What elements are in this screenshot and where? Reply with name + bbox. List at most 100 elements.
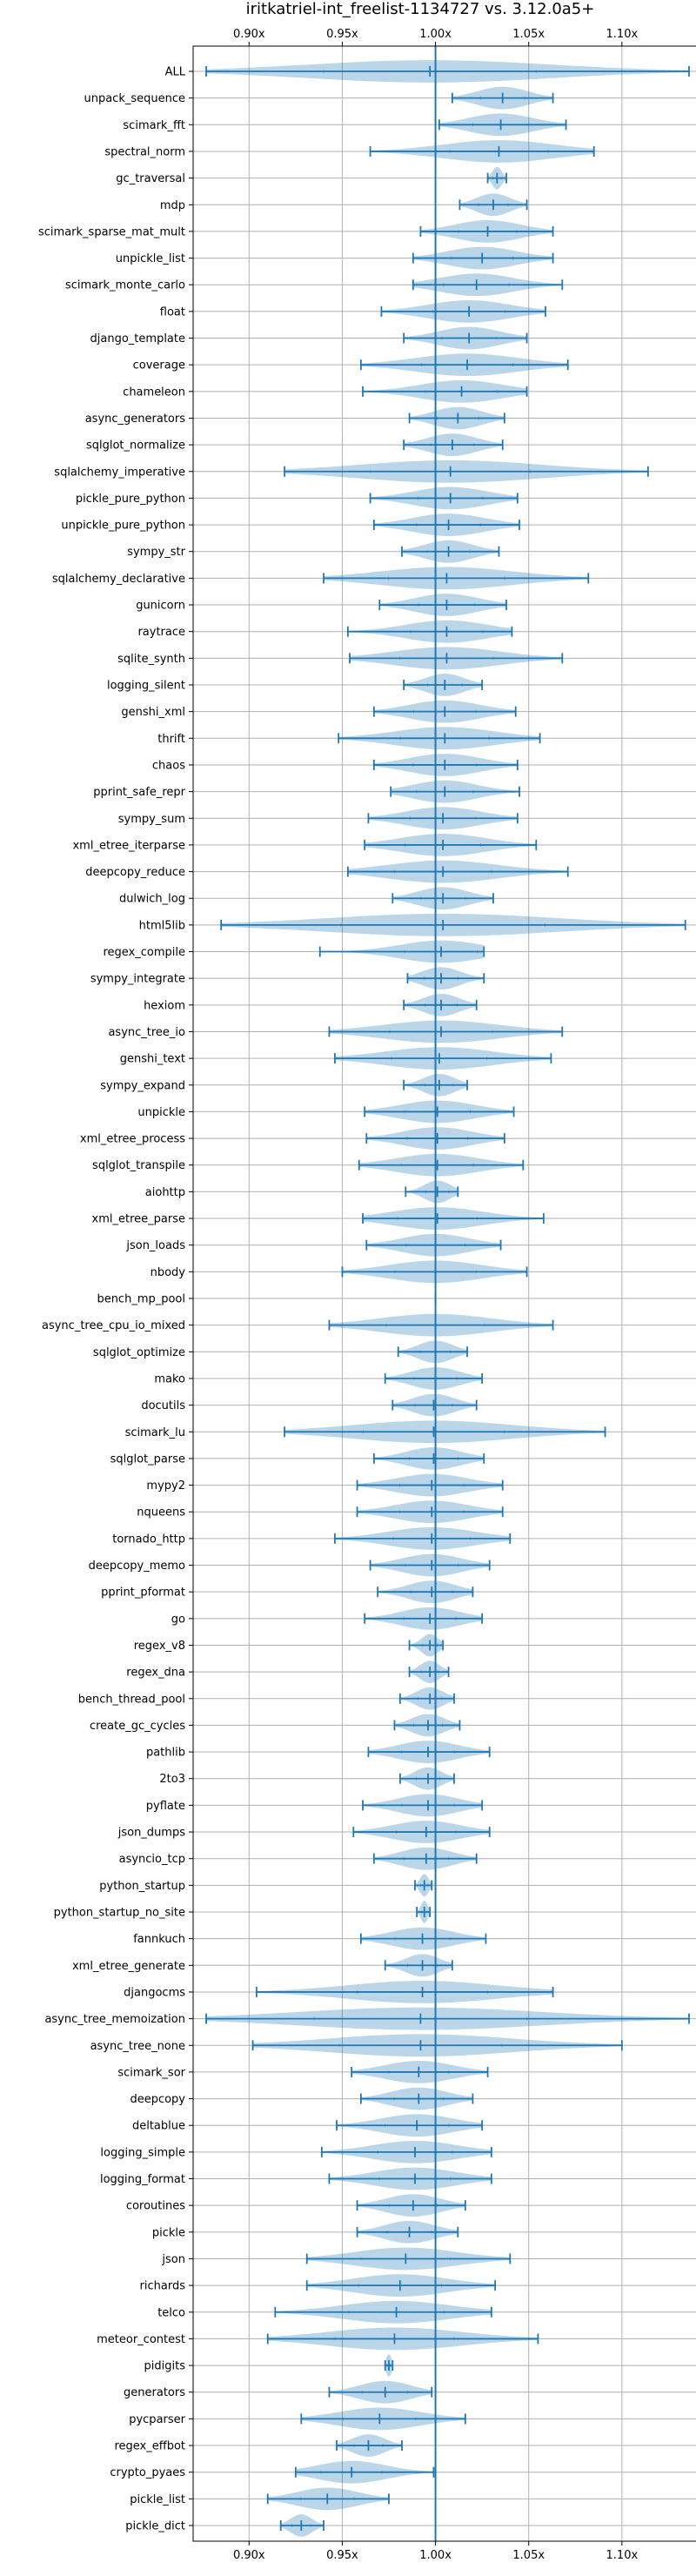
category-label: richards <box>140 2280 186 2293</box>
category-label: deltablue <box>132 2120 185 2133</box>
category-label: gunicorn <box>136 600 185 613</box>
category-label: pprint_safe_repr <box>93 786 185 799</box>
category-label: asyncio_tcp <box>119 1853 185 1866</box>
category-label: scimark_lu <box>125 1426 185 1439</box>
category-label: html5lib <box>139 919 185 932</box>
category-label: python_startup <box>99 1880 185 1893</box>
category-label: sqlalchemy_imperative <box>54 466 185 479</box>
category-label: chaos <box>152 759 185 772</box>
plot-frame <box>192 45 696 2542</box>
category-label: tornado_http <box>112 1533 185 1546</box>
category-label: json_loads <box>125 1239 185 1252</box>
category-label: pprint_pformat <box>101 1587 185 1600</box>
category-label: go <box>171 1613 185 1626</box>
category-label: sympy_str <box>127 546 185 559</box>
category-label: pidigits <box>144 2360 186 2373</box>
category-label: sqlite_synth <box>117 653 185 666</box>
category-label: pycparser <box>129 2413 185 2426</box>
category-label: async_tree_cpu_io_mixed <box>42 1319 185 1332</box>
category-label: mypy2 <box>146 1479 185 1493</box>
category-label: regex_v8 <box>134 1640 185 1653</box>
category-label: 2to3 <box>159 1773 185 1786</box>
category-label: ALL <box>165 66 186 79</box>
category-label: async_generators <box>85 413 186 426</box>
category-label: async_tree_memoization <box>44 2013 185 2026</box>
category-label: nqueens <box>137 1506 185 1519</box>
category-label: async_tree_none <box>90 2040 185 2053</box>
category-label: spectral_norm <box>104 145 185 158</box>
category-label: genshi_text <box>120 1053 185 1066</box>
category-label: xml_etree_process <box>80 1133 185 1146</box>
x-tick-label-top: 1.10x <box>606 28 639 41</box>
x-tick-label-top: 0.90x <box>233 28 265 41</box>
category-label: thrift <box>157 733 185 746</box>
category-label: sqlalchemy_declarative <box>52 573 185 586</box>
category-label: xml_etree_iterparse <box>72 839 185 852</box>
category-label: bench_thread_pool <box>78 1693 185 1706</box>
category-label: unpickle_list <box>116 252 185 265</box>
x-tick-label-bottom: 0.95x <box>326 2549 358 2562</box>
category-label: sympy_integrate <box>90 973 185 986</box>
category-label: unpickle <box>137 1106 185 1119</box>
category-label: chameleon <box>123 386 185 399</box>
category-label: deepcopy_memo <box>89 1560 185 1573</box>
category-label: sympy_sum <box>118 813 185 826</box>
category-label: coverage <box>133 359 185 372</box>
category-label: meteor_contest <box>97 2333 185 2346</box>
category-label: xml_etree_parse <box>92 1213 185 1226</box>
category-label: deepcopy_reduce <box>85 866 185 879</box>
category-label: sqlglot_transpile <box>92 1159 185 1172</box>
category-label: dulwich_log <box>119 893 185 906</box>
category-label: create_gc_cycles <box>90 1720 185 1733</box>
category-label: mdp <box>160 199 185 212</box>
category-label: aiohttp <box>145 1186 185 1199</box>
category-label: sqlglot_parse <box>110 1452 185 1466</box>
category-label: telco <box>157 2306 185 2319</box>
whiskers <box>205 46 690 2541</box>
category-label: pickle_pure_python <box>76 493 185 506</box>
category-label: logging_simple <box>100 2146 185 2159</box>
category-label: regex_effbot <box>114 2440 185 2453</box>
category-label: pickle <box>152 2226 185 2239</box>
category-label: regex_dna <box>126 1667 185 1680</box>
category-label: scimark_sor <box>117 2066 185 2079</box>
category-label: logging_format <box>100 2173 185 2186</box>
category-label: unpickle_pure_python <box>61 520 185 533</box>
category-label: docutils <box>141 1399 185 1412</box>
category-label: python_startup_no_site <box>54 1907 185 1920</box>
x-tick-label-top: 1.00x <box>419 28 452 41</box>
x-tick-label-bottom: 0.90x <box>233 2549 265 2562</box>
category-label: regex_compile <box>103 946 185 959</box>
category-label: json_dumps <box>117 1827 185 1840</box>
x-tick-label-bottom: 1.10x <box>606 2549 639 2562</box>
category-label: scimark_monte_carlo <box>65 279 185 292</box>
category-label: sympy_expand <box>100 1079 185 1092</box>
x-tick-label-bottom: 1.05x <box>512 2549 545 2562</box>
category-label: bench_mp_pool <box>97 1293 185 1306</box>
category-label: crypto_pyaes <box>110 2466 185 2479</box>
category-label: pickle_dict <box>125 2520 185 2533</box>
category-label: mako <box>154 1372 185 1385</box>
chart-title: iritkatriel-int_freelist-1134727 vs. 3.1… <box>246 0 595 18</box>
tick-labels: 0.90x 0.90x 0.95x 0.95x 1.00x 1.00x 1.05x 1.05x… <box>233 28 639 2562</box>
category-label: coroutines <box>126 2200 185 2213</box>
category-label: async_tree_io <box>108 1026 185 1039</box>
category-label: sqlglot_optimize <box>93 1346 185 1359</box>
category-labels: ALL unpack_sequence scimark_fft spectral_no… <box>38 66 186 2533</box>
category-label: deepcopy <box>130 2093 185 2106</box>
category-label: scimark_sparse_mat_mult <box>38 225 185 238</box>
category-label: unpack_sequence <box>84 92 185 105</box>
category-label: fannkuch <box>133 1933 185 1946</box>
category-label: sqlglot_normalize <box>86 439 185 453</box>
category-label: gc_traversal <box>116 172 185 185</box>
category-label: hexiom <box>144 999 185 1012</box>
category-label: json <box>161 2253 185 2266</box>
category-label: float <box>160 305 185 319</box>
category-label: nbody <box>151 1266 186 1279</box>
category-label: genshi_xml <box>121 706 185 719</box>
category-label: djangocms <box>124 1986 185 1999</box>
category-label: scimark_fft <box>123 119 185 132</box>
category-label: django_template <box>90 332 185 345</box>
x-tick-label-top: 0.95x <box>326 28 358 41</box>
